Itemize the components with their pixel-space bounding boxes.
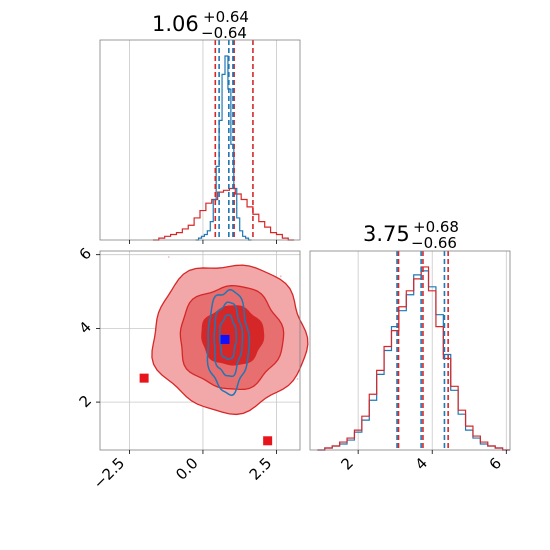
marginal-y-title-plus: +0.68 bbox=[413, 218, 459, 236]
marginal-x-title-plus: +0.64 bbox=[203, 8, 249, 26]
marginal-y-panel: 2 4 6 bbox=[309, 250, 511, 474]
marginal-x-title-minus: −0.64 bbox=[201, 24, 247, 42]
marginal-x-prior-histogram bbox=[152, 187, 295, 241]
marginal-y-title-minus: −0.66 bbox=[411, 234, 457, 252]
joint-prior-contour-line-middle bbox=[179, 284, 285, 391]
marginal-x-posterior-histogram bbox=[195, 55, 252, 241]
marginal-y-frame bbox=[309, 250, 511, 451]
joint-posterior-contour-middle bbox=[213, 301, 244, 378]
marginal-x-title-value: 1.06 bbox=[152, 12, 199, 36]
joint-sample-point-98 bbox=[296, 378, 299, 380]
joint-marker-1 bbox=[263, 436, 273, 446]
joint-marker-0 bbox=[139, 373, 149, 383]
marginal-y-prior-histogram bbox=[317, 266, 510, 451]
joint-ytick-label-1: 4 bbox=[76, 318, 95, 337]
marginal-y-posterior-histogram bbox=[317, 270, 510, 451]
joint-sample-point-29 bbox=[167, 256, 170, 258]
joint-ytick-label-2: 6 bbox=[76, 244, 95, 263]
marginal-x-title: 1.06 +0.64 −0.64 bbox=[152, 8, 249, 42]
joint-xtick-label-1: 0.0 bbox=[172, 454, 202, 484]
marginal-y-xtick-label-0: 2 bbox=[337, 454, 356, 473]
marginal-y-title-value: 3.75 bbox=[363, 222, 410, 246]
joint-xtick-label-0: −2.5 bbox=[90, 454, 128, 492]
joint-prior-contour-line-inner bbox=[201, 305, 265, 366]
marginal-y-xtick-label-2: 6 bbox=[486, 454, 505, 473]
joint-prior-contour-line-outer bbox=[151, 264, 309, 416]
joint-posterior-contour-outer bbox=[206, 288, 251, 397]
joint-posterior-contour-inner bbox=[219, 314, 238, 361]
marginal-y-xtick-label-1: 4 bbox=[412, 454, 431, 473]
joint-panel: −2.5 0.0 2.5 2 4 6 bbox=[76, 244, 309, 493]
marginal-y-title: 3.75 +0.68 −0.66 bbox=[363, 218, 459, 252]
joint-marker-2 bbox=[220, 334, 230, 344]
marginal-x-frame bbox=[99, 39, 301, 241]
joint-xtick-label-2: 2.5 bbox=[246, 454, 276, 484]
joint-sample-point-53 bbox=[279, 275, 282, 278]
marginal-x-panel bbox=[99, 39, 301, 244]
joint-ytick-label-0: 2 bbox=[76, 392, 95, 411]
joint-frame bbox=[99, 250, 301, 451]
